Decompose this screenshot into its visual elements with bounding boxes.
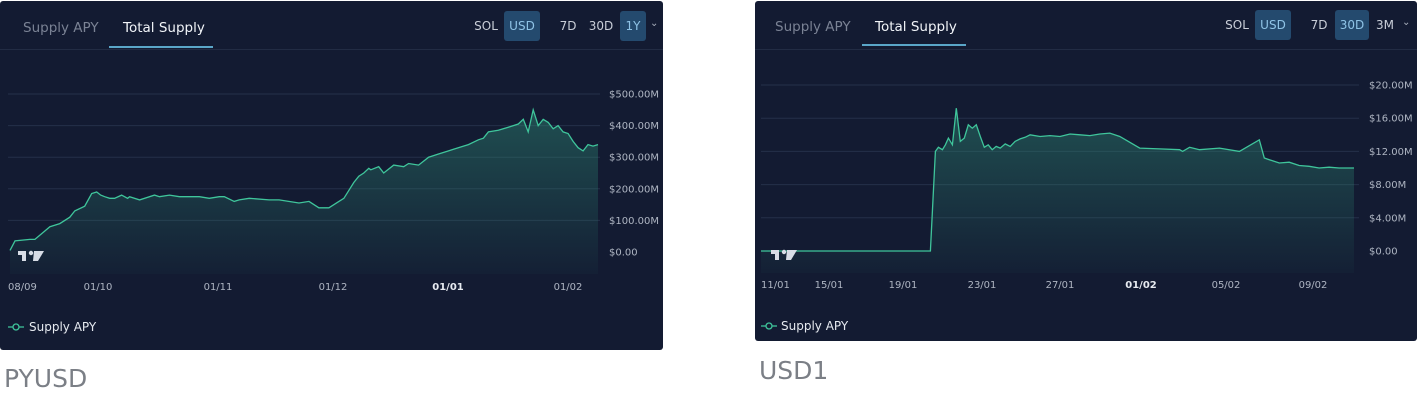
legend-marker-icon: [8, 323, 24, 331]
tab-total-supply[interactable]: Total Supply: [123, 20, 205, 36]
x-tick-label: 15/01: [815, 280, 844, 291]
chart-tabs: Supply APY Total Supply SOL USD 7D 30D 3…: [755, 1, 1417, 50]
supply-line: [9, 107, 599, 251]
pyusd-chart-panel: Supply APY Total Supply SOL USD 7D 30D 1…: [0, 1, 663, 350]
legend-label[interactable]: Supply APY: [29, 320, 97, 334]
chevron-down-icon[interactable]: ⌄: [1402, 17, 1411, 28]
x-tick-label: 11/01: [761, 280, 790, 291]
y-tick-label: $0.00: [1369, 247, 1398, 258]
supply-area: [761, 108, 1354, 273]
tab-supply-apy[interactable]: Supply APY: [775, 19, 851, 35]
chevron-down-icon[interactable]: ⌄: [650, 18, 659, 29]
x-tick-label: 01/01: [432, 282, 464, 293]
legend-label[interactable]: Supply APY: [781, 319, 849, 333]
range-30d-button[interactable]: 30D: [588, 19, 614, 33]
y-tick-label: $200.00M: [609, 184, 659, 195]
y-tick-label: $8.00M: [1369, 180, 1406, 191]
supply-line: [761, 108, 1354, 252]
pyusd-total-supply-chart: $0.00 $100.00M $200.00M $300.00M $400.00M $50…: [8, 90, 659, 293]
tradingview-logo: [771, 249, 797, 260]
y-tick-label: $4.00M: [1369, 213, 1406, 224]
x-tick-label: 27/01: [1046, 280, 1075, 291]
range-7d-button[interactable]: 7D: [1310, 18, 1328, 32]
supply-area: [10, 109, 598, 274]
x-tick-label: 08/09: [8, 282, 37, 293]
y-tick-label: $500.00M: [609, 90, 659, 101]
y-tick-label: $400.00M: [609, 121, 659, 132]
y-tick-label: $20.00M: [1369, 81, 1413, 92]
y-tick-label: $12.00M: [1369, 147, 1413, 158]
currency-sol-button[interactable]: SOL: [1225, 18, 1249, 32]
tab-total-supply[interactable]: Total Supply: [875, 19, 957, 35]
active-tab-indicator: [109, 46, 213, 48]
x-tick-label: 01/02: [554, 282, 583, 293]
active-tab-indicator: [862, 44, 966, 46]
pyusd-caption: PYUSD: [4, 364, 88, 393]
x-tick-label: 19/01: [889, 280, 918, 291]
currency-usd-button[interactable]: USD: [1255, 10, 1291, 40]
tradingview-logo: [18, 250, 44, 261]
currency-sol-button[interactable]: SOL: [474, 19, 498, 33]
x-tick-label: 01/11: [204, 282, 233, 293]
usd1-total-supply-chart: $0.00 $4.00M $8.00M $12.00M $16.00M $20.00M 1…: [761, 81, 1413, 291]
range-30d-button[interactable]: 30D: [1335, 10, 1369, 40]
x-tick-label: 09/02: [1299, 280, 1328, 291]
x-tick-label: 05/02: [1212, 280, 1241, 291]
usd1-caption: USD1: [759, 356, 829, 385]
y-tick-label: $300.00M: [609, 153, 659, 164]
y-tick-label: $0.00: [609, 248, 638, 259]
legend-marker-icon: [761, 322, 777, 330]
range-7d-button[interactable]: 7D: [559, 19, 577, 33]
x-tick-label: 01/10: [84, 282, 113, 293]
x-tick-label: 23/01: [968, 280, 997, 291]
tab-supply-apy[interactable]: Supply APY: [23, 20, 99, 36]
usd1-chart-panel: Supply APY Total Supply SOL USD 7D 30D 3…: [755, 1, 1417, 341]
currency-usd-button[interactable]: USD: [504, 11, 540, 41]
x-tick-label: 01/02: [1125, 280, 1157, 291]
y-tick-label: $16.00M: [1369, 114, 1413, 125]
y-tick-label: $100.00M: [609, 216, 659, 227]
x-tick-label: 01/12: [319, 282, 348, 293]
range-3m-button[interactable]: 3M: [1376, 18, 1394, 32]
chart-tabs: Supply APY Total Supply SOL USD 7D 30D 1…: [0, 1, 663, 50]
range-1y-button[interactable]: 1Y: [620, 11, 646, 41]
